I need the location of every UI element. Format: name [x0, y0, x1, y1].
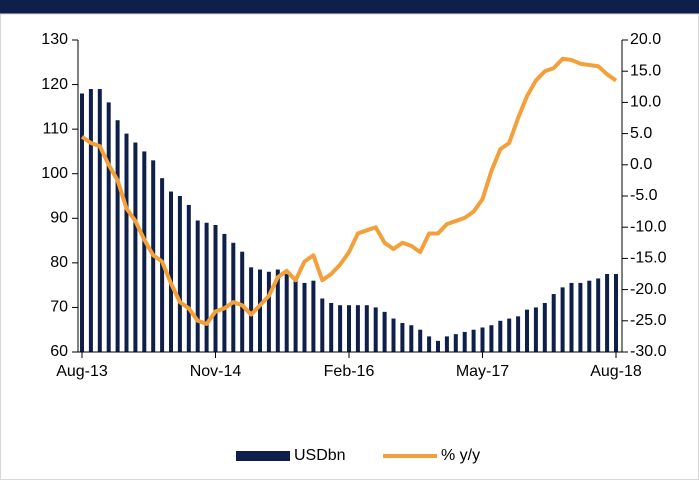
bar: [124, 133, 129, 352]
bar: [471, 329, 476, 352]
y2-tick-label: -10.0: [630, 218, 667, 235]
bar: [525, 309, 529, 352]
bar: [516, 316, 521, 352]
bar: [338, 305, 343, 352]
y-tick-label: 60: [50, 343, 68, 360]
legend-swatch: [236, 451, 290, 461]
x-tick-label: May-17: [456, 363, 509, 380]
bar: [382, 311, 387, 352]
legend-label: USDbn: [294, 447, 346, 464]
header-band: [0, 0, 699, 14]
bar: [560, 287, 565, 352]
bar: [106, 102, 111, 353]
y2-tick-label: -5.0: [630, 187, 658, 204]
bar: [436, 340, 440, 352]
bar: [480, 327, 485, 352]
bar: [605, 274, 610, 352]
bar: [542, 302, 547, 352]
y2-tick-label: -25.0: [630, 312, 667, 329]
bar: [507, 318, 512, 352]
y2-tick-label: -30.0: [630, 343, 667, 360]
bar: [498, 320, 503, 352]
bar: [614, 274, 618, 352]
y2-tick-label: 15.0: [630, 62, 661, 79]
bar: [462, 331, 467, 352]
bar: [551, 294, 556, 352]
bar: [142, 151, 147, 352]
bar: [453, 334, 458, 352]
bar: [355, 305, 360, 352]
y2-tick-label: -15.0: [630, 250, 667, 267]
bar: [347, 305, 351, 352]
bar: [391, 318, 396, 352]
bar: [231, 242, 236, 352]
bar: [587, 280, 592, 352]
bar: [266, 271, 271, 352]
bar: [596, 278, 601, 352]
x-tick-label: Nov-14: [190, 363, 242, 380]
bar: [364, 305, 369, 352]
bar: [169, 191, 173, 352]
bar: [293, 280, 298, 352]
y-tick-label: 70: [50, 299, 68, 316]
bar: [569, 282, 574, 352]
bar: [533, 307, 538, 352]
legend-label: % y/y: [441, 447, 480, 464]
x-tick-label: Feb-16: [324, 363, 375, 380]
bar: [373, 307, 378, 352]
y-tick-label: 130: [41, 31, 68, 48]
y2-tick-label: 0.0: [630, 156, 652, 173]
y-tick-label: 90: [50, 210, 68, 227]
bar: [329, 302, 334, 352]
bar: [444, 336, 449, 352]
bar: [427, 336, 432, 352]
bar: [213, 224, 218, 352]
bar: [302, 282, 307, 352]
bar: [204, 222, 209, 352]
bar: [186, 204, 191, 352]
bar: [240, 251, 245, 352]
bar: [275, 269, 280, 352]
x-tick-label: Aug-18: [590, 363, 642, 380]
bar: [133, 142, 138, 352]
bar: [284, 274, 289, 352]
x-tick-label: Aug-13: [56, 363, 108, 380]
line: [80, 56, 618, 326]
bar: [115, 120, 120, 352]
y-tick-label: 120: [41, 76, 68, 93]
bar: [258, 269, 262, 352]
y-tick-label: 100: [41, 165, 68, 182]
bar: [249, 267, 254, 352]
bar: [409, 325, 414, 352]
bar: [80, 93, 84, 352]
bar: [88, 89, 93, 353]
y-tick-label: 80: [50, 254, 68, 271]
bar: [177, 196, 182, 352]
bar: [489, 325, 494, 352]
bar: [578, 282, 583, 352]
bar: [97, 89, 102, 353]
y2-tick-label: 5.0: [630, 125, 652, 142]
bar: [195, 220, 200, 352]
y2-tick-label: 10.0: [630, 94, 661, 111]
y2-tick-label: 20.0: [630, 31, 661, 48]
bar: [320, 298, 325, 352]
y2-tick-label: -20.0: [630, 281, 667, 298]
bar: [418, 329, 423, 352]
bar: [400, 323, 405, 352]
bar: [311, 280, 316, 352]
y-tick-label: 110: [42, 120, 68, 137]
bar: [222, 233, 227, 352]
